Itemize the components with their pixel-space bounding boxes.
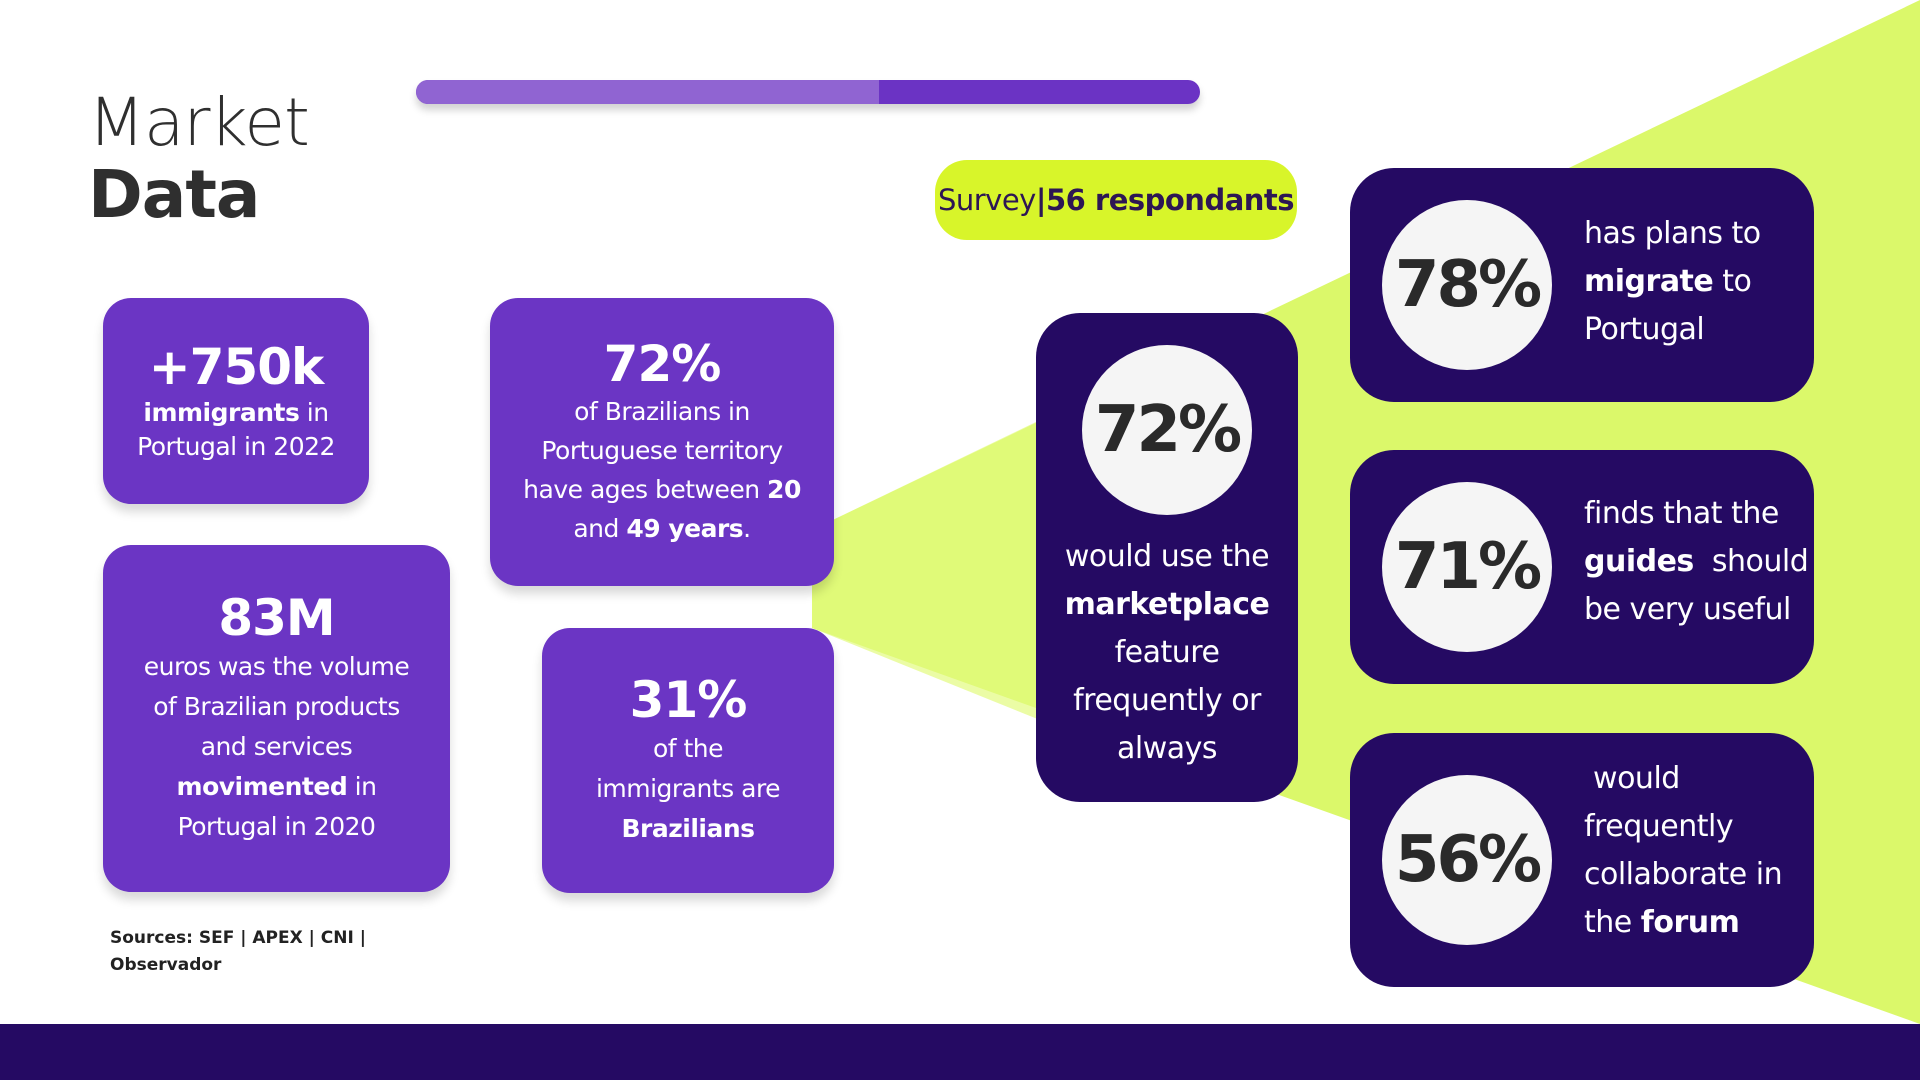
survey-text-part: to	[1713, 264, 1752, 299]
stat-text-part: have ages between	[523, 474, 768, 504]
title-line-data: Data	[88, 156, 260, 233]
stat-card-ages: 72% of Brazilians in Portuguese territor…	[490, 298, 834, 586]
footer-bar	[0, 1024, 1920, 1080]
survey-text-part: feature	[1114, 635, 1220, 670]
stat-text-part: euros was the volume	[143, 652, 410, 682]
survey-separator: |	[1035, 183, 1047, 217]
survey-result-text: would use the marketplace feature freque…	[1036, 533, 1298, 773]
stat-text-part: in	[299, 398, 329, 427]
survey-text-part: finds that the	[1584, 496, 1779, 531]
stat-value: +750k	[148, 337, 325, 396]
stat-text-part: of Brazilians in	[574, 397, 750, 427]
survey-badge: Survey | 56 respondants	[935, 160, 1297, 240]
survey-text-part: would use the	[1064, 539, 1270, 574]
survey-card-guides: 71% finds that the guides should be very…	[1350, 450, 1814, 684]
stat-bold: 49 years	[626, 513, 744, 543]
stat-bold: 20	[767, 474, 801, 504]
stat-text-part: Portugal in 2020	[177, 812, 376, 842]
stat-text: euros was the volume of Brazilian produc…	[144, 647, 410, 847]
stat-bold: movimented	[176, 772, 348, 802]
survey-bold: guides	[1584, 544, 1694, 579]
survey-card-migrate: 78% has plans to migrate to Portugal	[1350, 168, 1814, 402]
stat-text: immigrants in Portugal in 2022	[137, 396, 335, 464]
stat-text-part: Portuguese territory	[541, 436, 783, 465]
stat-text-part: of the	[652, 734, 724, 764]
survey-text-part: be very useful	[1584, 592, 1791, 627]
percent-circle: 56%	[1382, 775, 1552, 945]
survey-text-part: always	[1116, 731, 1218, 766]
survey-bold: forum	[1640, 905, 1740, 940]
survey-result-text: finds that the guides should be very use…	[1584, 490, 1809, 634]
stat-value: 31%	[629, 670, 748, 729]
survey-result-text: would frequently collaborate in the foru…	[1584, 755, 1809, 947]
percent-circle: 78%	[1382, 200, 1552, 370]
percent-circle: 72%	[1082, 345, 1252, 515]
stat-text-part: and	[573, 513, 627, 543]
stat-value: 72%	[603, 334, 722, 393]
sources-line: Observador	[110, 955, 222, 975]
stat-card-volume: 83M euros was the volume of Brazilian pr…	[103, 545, 450, 892]
survey-result-text: has plans to migrate to Portugal	[1584, 210, 1804, 354]
progress-bar-fill	[416, 80, 879, 104]
stat-bold: immigrants	[143, 398, 300, 427]
stat-text-part: and services	[200, 732, 353, 762]
sources-line: Sources: SEF | APEX | CNI |	[110, 928, 366, 948]
stat-text-part: in	[347, 772, 377, 802]
survey-text-part: should	[1693, 544, 1809, 579]
survey-text-part: has plans to	[1584, 216, 1761, 251]
survey-text-part: Portugal	[1584, 312, 1705, 347]
survey-bold: migrate	[1584, 264, 1714, 299]
sources-note: Sources: SEF | APEX | CNI | Observador	[110, 925, 370, 979]
page-title: Market Data	[88, 84, 310, 233]
stat-text-part: immigrants are	[595, 774, 781, 804]
stat-text: of Brazilians in Portuguese territory ha…	[523, 393, 801, 548]
survey-label: Survey	[937, 183, 1036, 217]
stat-text: of the immigrants are Brazilians	[595, 729, 781, 849]
percent-circle: 71%	[1382, 482, 1552, 652]
progress-bar	[416, 80, 1200, 104]
title-line-market: Market	[88, 84, 310, 161]
stat-bold: Brazilians	[621, 814, 755, 844]
survey-text-part: the	[1584, 905, 1641, 940]
survey-text-part: collaborate in	[1584, 857, 1783, 892]
stat-card-immigrants: +750k immigrants in Portugal in 2022	[103, 298, 369, 504]
survey-text-part: frequently or	[1073, 683, 1261, 718]
stat-text-part: .	[743, 513, 751, 543]
survey-card-forum: 56% would frequently collaborate in the …	[1350, 733, 1814, 987]
stat-text-part: Portugal in 2022	[137, 431, 335, 461]
survey-text-part: would	[1584, 761, 1680, 796]
stat-text-part: of Brazilian products	[153, 692, 400, 722]
survey-card-marketplace: 72% would use the marketplace feature fr…	[1036, 313, 1298, 802]
stat-card-brazilians: 31% of the immigrants are Brazilians	[542, 628, 834, 893]
survey-text-part: frequently	[1584, 809, 1734, 844]
survey-bold: marketplace	[1064, 587, 1270, 622]
survey-count: 56 respondants	[1045, 183, 1295, 217]
stat-value: 83M	[218, 588, 335, 647]
